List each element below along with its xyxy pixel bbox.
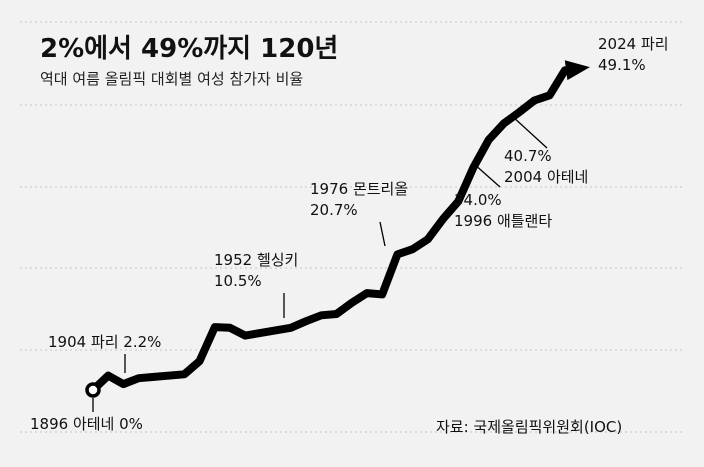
annotation-sublabel-2024: 49.1% [598,56,646,74]
annotation-label-2024: 2024 파리 [598,35,669,53]
annotation-sublabel-1996: 1996 애틀랜타 [454,212,552,230]
series-arrowhead [564,60,590,81]
annotation-leader-2004 [511,115,548,149]
series-line [89,65,578,394]
annotation-label-1952: 1952 헬싱키 [214,251,298,269]
gridlines [20,21,684,433]
annotation-label-2004: 40.7% [504,147,552,165]
annotation-leader-1976 [379,221,386,247]
start-point-marker [85,382,101,398]
annotation-label-1904: 1904 파리 2.2% [48,333,161,351]
annotation-label-1996: 34.0% [454,191,502,209]
annotation-labels: 1896 아테네 0% 1904 파리 2.2% 1952 헬싱키 10.5% 1976… [30,35,669,433]
annotation-sublabel-1952: 10.5% [214,272,262,290]
annotation-sublabel-1976: 20.7% [310,201,358,219]
annotation-label-1896: 1896 아테네 0% [30,415,143,433]
source-note: 자료: 국제올림픽위원회(IOC) [436,418,622,436]
chart-subtitle: 역대 여름 올림픽 대회별 여성 참가자 비율 [40,70,303,88]
annotation-sublabel-2004: 2004 아테네 [504,168,588,186]
annotation-label-1976: 1976 몬트리올 [310,180,408,198]
chart-title: 2%에서 49%까지 120년 [40,34,338,64]
